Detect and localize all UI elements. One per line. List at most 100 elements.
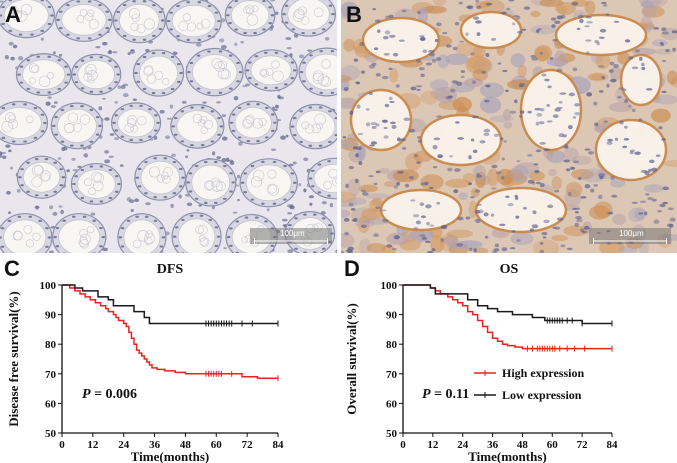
stroma-nucleus	[220, 44, 227, 50]
stained-cell-cluster	[341, 139, 356, 149]
stroma-nucleus	[178, 194, 182, 199]
crypt	[0, 0, 56, 39]
epithelial-nucleus	[62, 219, 66, 222]
epithelial-nucleus	[197, 1, 202, 4]
epithelial-nucleus	[190, 106, 194, 109]
tumor-nucleus	[543, 148, 550, 151]
goblet-cell	[242, 119, 252, 129]
epithelial-nucleus	[330, 91, 335, 94]
goblet-cell	[137, 116, 147, 126]
epithelial-nucleus	[248, 61, 252, 64]
tumor-nucleus	[584, 148, 591, 151]
epithelial-nucleus	[69, 105, 74, 108]
tumor-nucleus	[412, 214, 420, 218]
tumor-nucleus	[375, 72, 381, 77]
goblet-cell	[86, 226, 95, 234]
tumor-nucleus	[639, 200, 647, 204]
epithelial-nucleus	[74, 190, 78, 193]
tumor-nucleus	[343, 217, 350, 222]
crypt-lumen	[3, 219, 47, 253]
tumor-nucleus	[435, 57, 442, 61]
epithelial-nucleus	[137, 167, 142, 171]
epithelial-nucleus	[153, 157, 157, 160]
epithelial-nucleus	[197, 38, 202, 41]
tumor-nucleus	[342, 136, 347, 139]
epithelial-nucleus	[151, 91, 156, 95]
tumor-nucleus	[551, 24, 556, 28]
tumor-nucleus	[493, 133, 500, 137]
tumor-nucleus	[506, 7, 511, 11]
stroma-nucleus	[308, 195, 315, 199]
tumor-nucleus	[476, 5, 482, 9]
tumor-nucleus	[565, 168, 571, 172]
epithelial-nucleus	[66, 4, 70, 7]
tumor-nucleus	[484, 99, 490, 103]
tumor-nucleus	[384, 103, 390, 108]
stroma-nucleus	[10, 166, 14, 170]
tumor-nucleus	[566, 247, 573, 251]
tumor-nucleus	[485, 84, 491, 88]
goblet-cell	[259, 68, 267, 77]
tumor-nucleus	[574, 222, 580, 227]
y-axis-label: Overall survival(%)	[344, 303, 359, 415]
tumor-nucleus	[665, 49, 670, 53]
epithelial-nucleus	[72, 215, 76, 218]
epithelial-nucleus	[243, 190, 247, 194]
tumor-nucleus	[543, 219, 550, 224]
stained-cell-cluster	[608, 102, 633, 113]
tumor-nucleus	[436, 22, 442, 27]
epithelial-nucleus	[99, 90, 103, 93]
tumor-gland-lumen	[519, 68, 583, 152]
tumor-nucleus	[377, 29, 381, 33]
epithelial-nucleus	[284, 4, 289, 7]
tumor-nucleus	[574, 103, 581, 107]
stained-cell-cluster	[420, 174, 444, 191]
stroma-nucleus	[129, 199, 135, 204]
epithelial-nucleus	[64, 65, 68, 68]
tumor-nucleus	[497, 62, 502, 65]
stroma-nucleus	[164, 135, 171, 140]
epithelial-nucleus	[53, 161, 57, 164]
tumor-nucleus	[602, 4, 608, 7]
tumor-nucleus	[580, 196, 587, 199]
epithelial-nucleus	[151, 51, 156, 55]
goblet-cell	[332, 177, 337, 187]
x-tick-label: 0	[400, 439, 406, 451]
goblet-cell	[128, 8, 141, 20]
tumor-nucleus	[536, 113, 543, 117]
epithelial-nucleus	[217, 133, 221, 136]
crypt	[111, 102, 162, 144]
epithelial-nucleus	[57, 59, 61, 62]
goblet-cell	[162, 78, 170, 86]
stroma-nucleus	[186, 202, 193, 207]
tumor-nucleus	[362, 192, 369, 196]
stained-cell-cluster	[557, 5, 568, 15]
tumor-nucleus	[474, 218, 481, 223]
tumor-nucleus	[552, 226, 557, 229]
epithelial-nucleus	[246, 139, 251, 143]
epithelial-nucleus	[87, 37, 92, 40]
tumor-nucleus	[416, 10, 421, 15]
stained-cell-cluster	[341, 233, 355, 248]
stroma-nucleus	[7, 211, 12, 214]
epithelial-nucleus	[228, 6, 232, 9]
stained-cell-cluster	[354, 220, 375, 228]
stained-cell-cluster	[587, 72, 609, 82]
epithelial-nucleus	[53, 190, 57, 193]
epithelial-nucleus	[180, 110, 185, 113]
stroma-nucleus	[298, 183, 302, 187]
tumor-nucleus	[454, 168, 461, 172]
epithelial-nucleus	[72, 182, 76, 186]
tumor-nucleus	[399, 138, 406, 142]
stained-cell-cluster	[565, 181, 583, 198]
tumor-nucleus	[499, 223, 506, 227]
epithelial-nucleus	[219, 125, 224, 128]
x-tick-label: 84	[273, 439, 285, 451]
epithelial-nucleus	[321, 28, 326, 31]
tumor-nucleus	[440, 224, 448, 230]
epithelial-nucleus	[181, 252, 185, 253]
stroma-nucleus	[0, 151, 3, 156]
epithelial-nucleus	[116, 10, 121, 14]
epithelial-nucleus	[95, 133, 100, 136]
tumor-nucleus	[585, 51, 590, 55]
